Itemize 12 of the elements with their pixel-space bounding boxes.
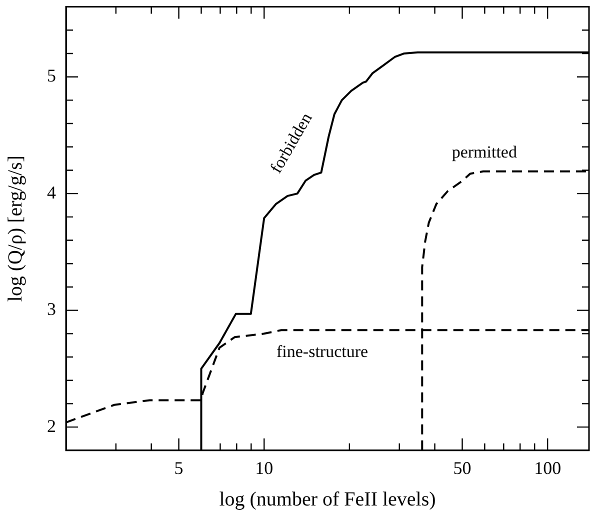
x-tick-label: 100 bbox=[534, 458, 562, 478]
y-axis-title: log (Q/ρ) [erg/g/s] bbox=[4, 155, 26, 302]
x-tick-label: 10 bbox=[255, 458, 274, 478]
series-label: fine-structure bbox=[276, 342, 368, 361]
series-label: permitted bbox=[452, 142, 518, 162]
x-tick-label: 5 bbox=[174, 458, 184, 478]
y-tick-label: 2 bbox=[47, 416, 56, 436]
x-tick-label: 50 bbox=[453, 458, 472, 478]
y-tick-label: 5 bbox=[47, 66, 56, 86]
x-axis-title: log (number of FeII levels) bbox=[219, 488, 436, 510]
y-tick-label: 3 bbox=[47, 299, 56, 320]
y-tick-label: 4 bbox=[47, 182, 56, 202]
